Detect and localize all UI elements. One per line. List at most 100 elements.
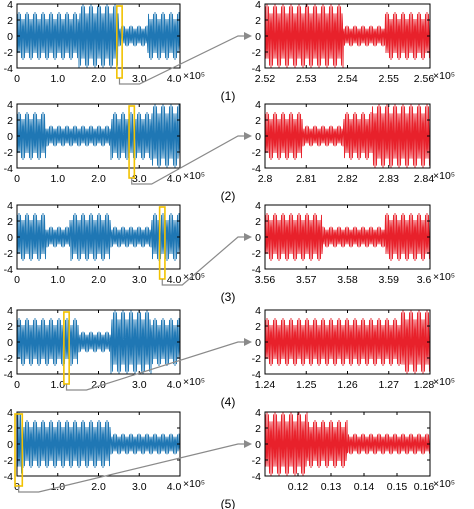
x-tick-label: 3.6: [417, 274, 432, 286]
y-tick-label: 0: [7, 232, 13, 244]
panel-2-right-plot: 4 2 0 -2 -42.8 2.81 2.82 2.83 2.84×10⁵: [252, 99, 456, 185]
y-tick-label: -4: [252, 163, 261, 175]
x-tick-label: 0: [14, 173, 20, 185]
x-tick-label: 3.59: [379, 274, 400, 286]
y-tick-label: 4: [7, 305, 13, 317]
zoom-arrow-head: [244, 32, 252, 40]
x-tick-label: 0: [14, 274, 20, 286]
y-tick-label: 2: [7, 216, 13, 228]
panel-4-right-plot: 4 2 0 -2 -41.24 1.25 1.26 1.27 1.28×10⁵: [252, 305, 456, 391]
signal-line: [264, 411, 431, 477]
x-tick-label: 1.0: [50, 379, 65, 391]
x-tick-label: 2.0: [91, 379, 106, 391]
zoom-arrow-line: [161, 236, 244, 286]
y-tick-label: 0: [7, 439, 13, 451]
x-tick-label: 3.0: [132, 481, 147, 493]
y-tick-label: -4: [252, 471, 261, 483]
y-tick-label: -2: [252, 353, 261, 365]
x-tick-label: 0.15: [387, 481, 408, 493]
x-tick-label: 0.12: [288, 481, 309, 493]
x-tick-label: 4.0: [167, 379, 182, 391]
y-tick-label: 4: [255, 407, 261, 419]
x-tick-label: 1.26: [337, 379, 358, 391]
x-tick-label: 2.0: [91, 73, 106, 85]
x-tick-label: 1.0: [50, 173, 65, 185]
x-tick-label: 0.13: [321, 481, 342, 493]
y-tick-label: 0: [255, 439, 261, 451]
x-tick-label: 3.0: [132, 274, 147, 286]
y-tick-label: 0: [7, 337, 13, 349]
y-tick-label: 0: [255, 232, 261, 244]
y-tick-label: -2: [4, 47, 13, 59]
y-tick-label: 2: [255, 115, 261, 127]
zoom-arrow-head: [244, 233, 252, 241]
y-tick-label: 4: [255, 200, 261, 212]
panel-caption: (4): [221, 395, 236, 409]
x-tick-label: 2.84: [414, 173, 435, 185]
x-tick-label: 2.81: [296, 173, 317, 185]
signal-line: [264, 3, 431, 69]
signal-line: [264, 103, 431, 169]
x-tick-label: 2.52: [255, 73, 276, 85]
x-exponent-label: ×10⁵: [433, 478, 455, 490]
x-tick-label: 2.0: [91, 274, 106, 286]
y-tick-label: -2: [252, 248, 261, 260]
x-tick-label: 2.55: [379, 73, 400, 85]
zoom-arrow-line: [18, 443, 244, 493]
y-tick-label: -4: [4, 163, 13, 175]
x-tick-label: 1.24: [255, 379, 276, 391]
x-exponent-label: ×10⁵: [183, 70, 205, 82]
y-tick-label: 2: [7, 115, 13, 127]
zoom-arrow-head: [244, 338, 252, 346]
zoom-arrow-head: [244, 440, 252, 448]
y-tick-label: 0: [7, 131, 13, 143]
y-tick-label: 0: [255, 131, 261, 143]
panel-3-left-plot: 420-2-40 1.0 2.0 3.0 4.0 ×10⁵(3): [4, 200, 252, 304]
y-tick-label: -4: [4, 63, 13, 75]
y-tick-label: -4: [4, 264, 13, 276]
y-tick-label: -4: [252, 264, 261, 276]
x-tick-label: 1.28: [414, 379, 435, 391]
y-tick-label: -4: [252, 369, 261, 381]
panel-2-left-plot: 420-2-40 1.0 2.0 3.0 4.0 ×10⁵(2): [4, 99, 252, 203]
y-tick-label: 4: [7, 0, 13, 11]
panel-caption: (1): [221, 89, 236, 103]
x-tick-label: 0: [14, 379, 20, 391]
x-tick-label: 0.16: [414, 481, 435, 493]
x-tick-label: 0: [14, 73, 20, 85]
y-tick-label: -4: [4, 471, 13, 483]
x-tick-label: 2.56: [414, 73, 435, 85]
zoom-arrow-head: [244, 132, 252, 140]
x-tick-label: 1.25: [296, 379, 317, 391]
x-tick-label: 2.83: [379, 173, 400, 185]
x-tick-label: 0: [14, 481, 20, 493]
x-tick-label: 3.0: [132, 173, 147, 185]
panel-1-left-plot: 420-2-40 1.0 2.0 3.0 4.0 ×10⁵(1): [4, 0, 252, 103]
x-tick-label: 3.57: [296, 274, 317, 286]
x-tick-label: 2.53: [296, 73, 317, 85]
y-tick-label: 0: [7, 31, 13, 43]
x-tick-label: 2.82: [337, 173, 358, 185]
x-exponent-label: ×10⁵: [433, 271, 455, 283]
x-exponent-label: ×10⁵: [183, 478, 205, 490]
y-tick-label: 0: [255, 337, 261, 349]
y-tick-label: -4: [252, 63, 261, 75]
x-tick-label: 1.27: [379, 379, 400, 391]
y-tick-label: 0: [255, 31, 261, 43]
x-tick-label: 2.0: [91, 173, 106, 185]
y-tick-label: -2: [4, 248, 13, 260]
x-tick-label: 4.0: [167, 481, 182, 493]
panel-caption: (3): [221, 290, 236, 304]
signal-line: [264, 309, 431, 375]
signal-line: [16, 212, 181, 262]
y-tick-label: -2: [4, 353, 13, 365]
zoom-arrow-line: [131, 135, 244, 185]
x-tick-label: 0.14: [354, 481, 375, 493]
y-tick-label: 4: [7, 99, 13, 111]
x-tick-label: 2.8: [258, 173, 273, 185]
y-tick-label: 2: [7, 321, 13, 333]
panel-4-left-plot: 420-2-40 1.0 2.0 3.0 4.0 ×10⁵(4): [4, 305, 252, 409]
x-exponent-label: ×10⁵: [183, 376, 205, 388]
signal-line: [264, 212, 431, 262]
